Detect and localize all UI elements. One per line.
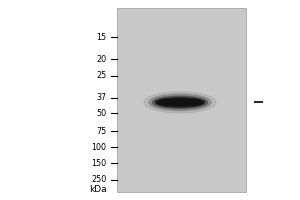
Text: kDa: kDa xyxy=(89,185,106,194)
Text: 100: 100 xyxy=(92,142,106,152)
Text: 75: 75 xyxy=(96,127,106,136)
Ellipse shape xyxy=(155,97,205,107)
Text: 50: 50 xyxy=(96,108,106,117)
Ellipse shape xyxy=(144,92,216,113)
Bar xyxy=(117,8,246,192)
Text: 15: 15 xyxy=(96,32,106,42)
Ellipse shape xyxy=(152,96,208,109)
Text: 20: 20 xyxy=(96,54,106,64)
Text: 25: 25 xyxy=(96,72,106,80)
Ellipse shape xyxy=(160,100,200,105)
Ellipse shape xyxy=(157,99,203,106)
Text: 37: 37 xyxy=(96,94,106,102)
Text: 150: 150 xyxy=(92,158,106,168)
Ellipse shape xyxy=(148,94,212,111)
Text: 250: 250 xyxy=(91,176,106,184)
